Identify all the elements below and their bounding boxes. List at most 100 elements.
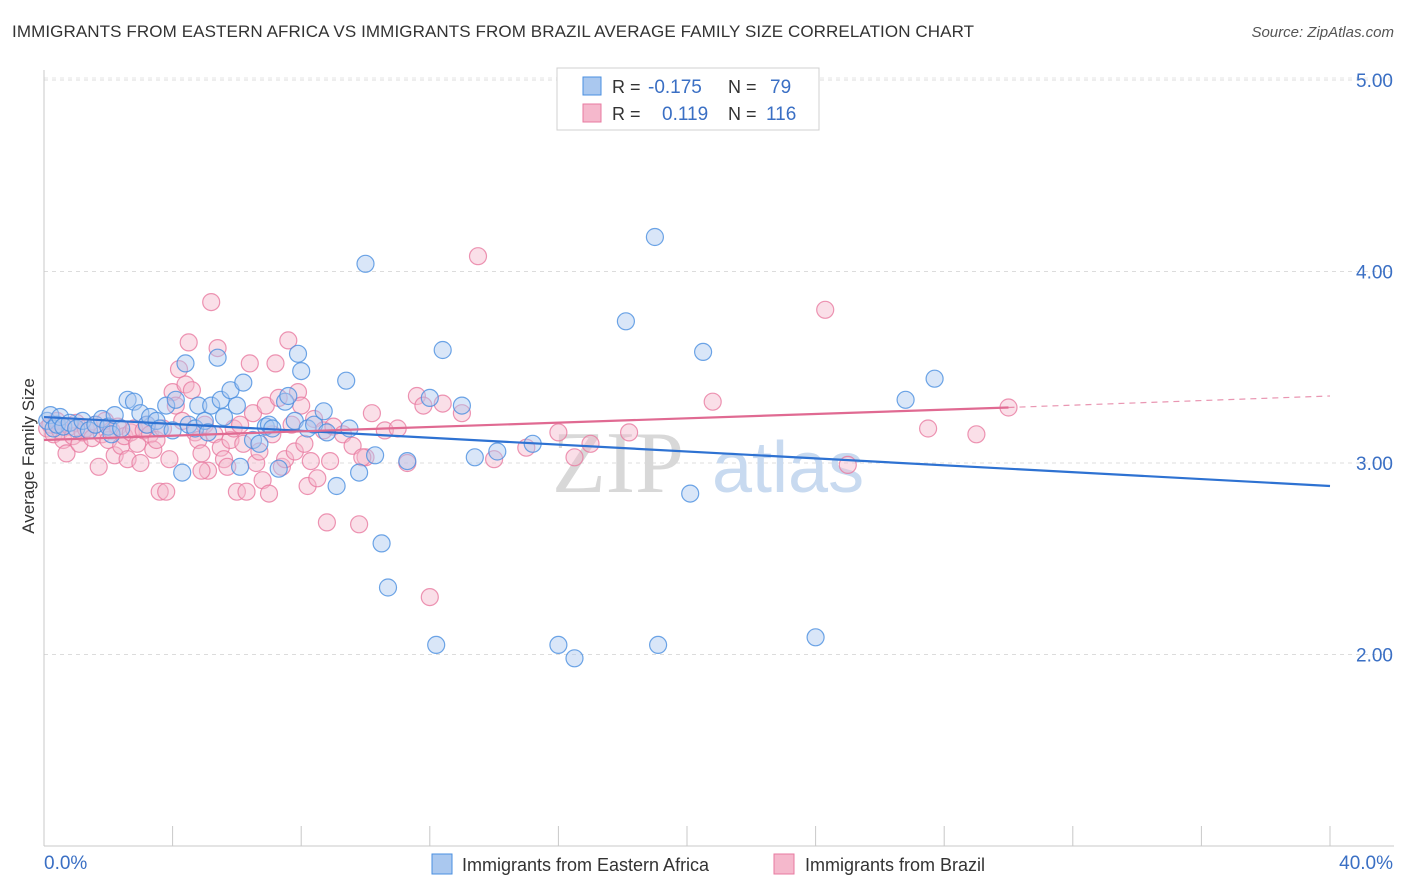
eastern-africa-point	[269, 459, 288, 478]
brazil-point	[321, 452, 340, 471]
eastern-africa-point	[124, 392, 144, 411]
eastern-africa-point	[166, 390, 185, 409]
eastern-africa-point	[372, 534, 391, 553]
eastern-africa-point	[925, 369, 944, 388]
eastern-africa-point	[896, 390, 915, 409]
bottom-legend-label-brazil: Immigrants from Brazil	[805, 855, 985, 875]
brazil-point	[234, 434, 253, 453]
y-axis-title: Average Family Size	[19, 378, 38, 534]
eastern-africa-point	[488, 442, 507, 461]
eastern-africa-point	[465, 448, 484, 467]
brazil-point	[259, 484, 279, 503]
x-tick-label: 40.0%	[1339, 853, 1393, 874]
watermark-atlas: atlas	[712, 428, 864, 508]
series-eastern-africa-points	[38, 227, 944, 668]
eastern-africa-point	[118, 390, 137, 409]
eastern-africa-point	[452, 396, 471, 415]
eastern-africa-point	[214, 407, 234, 427]
eastern-africa-point	[433, 340, 452, 360]
brazil-point	[288, 383, 308, 402]
x-tick-label: 0.0%	[44, 853, 87, 874]
eastern-africa-point	[279, 386, 298, 406]
y-tick-label: 4.00	[1356, 263, 1393, 284]
brazil-point	[549, 423, 568, 442]
trend-lines	[43, 395, 1331, 488]
legend-n-label: N =	[728, 77, 757, 97]
axes	[43, 70, 1394, 847]
legend-r-value: -0.175	[648, 77, 702, 98]
brazil-point	[350, 515, 369, 534]
brazil-point	[192, 444, 211, 463]
brazil-point	[619, 423, 639, 442]
brazil-point	[166, 396, 185, 415]
eastern-africa-point	[356, 254, 375, 273]
brazil-point	[285, 442, 304, 461]
brazil-point	[298, 476, 317, 496]
brazil-point	[918, 419, 938, 438]
brazil-point	[816, 300, 835, 319]
brazil-point	[131, 453, 150, 473]
legend-swatch-blue	[582, 76, 602, 96]
eastern-africa-point	[173, 463, 192, 482]
legend-box: R = -0.175 N = 79 R = 0.119 N = 116	[556, 67, 820, 131]
eastern-africa-point	[211, 390, 230, 409]
brazil-point	[227, 482, 246, 501]
brazil-point	[160, 450, 179, 469]
eastern-africa-point	[693, 342, 713, 361]
brazil-point	[211, 438, 230, 457]
brazil-point	[279, 331, 298, 350]
legend-r-value: 0.119	[662, 104, 708, 125]
eastern-africa-point	[227, 396, 246, 415]
brazil-point	[240, 354, 259, 373]
eastern-africa-point	[176, 354, 195, 373]
brazil-point	[198, 461, 218, 480]
legend-r-label: R =	[612, 77, 641, 97]
eastern-africa-point	[208, 348, 227, 367]
brazil-point	[468, 247, 488, 266]
brazil-point	[218, 457, 237, 476]
eastern-africa-point	[645, 227, 665, 247]
y-tick-label: 3.00	[1356, 454, 1393, 475]
brazil-point	[266, 354, 285, 373]
legend-r-label: R =	[612, 104, 641, 124]
brazil-point	[202, 293, 221, 312]
brazil-point	[565, 448, 584, 467]
brazil-point	[452, 404, 471, 423]
y-tick-label: 2.00	[1356, 646, 1393, 667]
eastern-africa-point	[806, 628, 825, 647]
watermark-zip: ZIP	[552, 415, 684, 512]
bottom-legend-label-eastern-africa: Immigrants from Eastern Africa	[462, 855, 710, 875]
brazil-point	[250, 442, 269, 461]
brazil-point	[237, 482, 256, 501]
eastern-africa-point	[378, 578, 398, 597]
eastern-africa-point	[202, 396, 221, 415]
eastern-africa-point	[420, 388, 439, 407]
eastern-africa-point	[231, 457, 250, 476]
brazil-point	[157, 482, 176, 501]
eastern-africa-point	[250, 434, 269, 453]
brazil-point	[317, 513, 336, 532]
eastern-africa-point	[648, 635, 668, 655]
eastern-africa-point	[189, 396, 208, 415]
legend-n-value: 79	[770, 77, 791, 98]
eastern-africa-point	[616, 312, 636, 331]
y-tick-label: 5.00	[1356, 71, 1393, 92]
eastern-africa-point	[288, 344, 308, 363]
brazil-point	[89, 457, 108, 476]
x-tick-labels: 0.0% 40.0%	[44, 853, 1393, 874]
legend-n-label: N =	[728, 104, 757, 124]
brazil-point	[144, 440, 163, 459]
legend-swatch-pink	[582, 103, 602, 123]
eastern-africa-point	[565, 649, 584, 668]
bottom-legend-swatch-pink	[773, 853, 795, 875]
eastern-africa-point	[234, 373, 253, 392]
eastern-africa-point	[327, 476, 346, 496]
eastern-africa-point	[337, 371, 356, 390]
legend-n-value: 116	[766, 104, 796, 125]
brazil-point	[420, 587, 439, 607]
eastern-africa-point	[427, 635, 446, 655]
brazil-point	[703, 392, 722, 411]
bottom-legend: Immigrants from Eastern Africa Immigrant…	[431, 853, 985, 875]
eastern-africa-point	[681, 484, 700, 503]
